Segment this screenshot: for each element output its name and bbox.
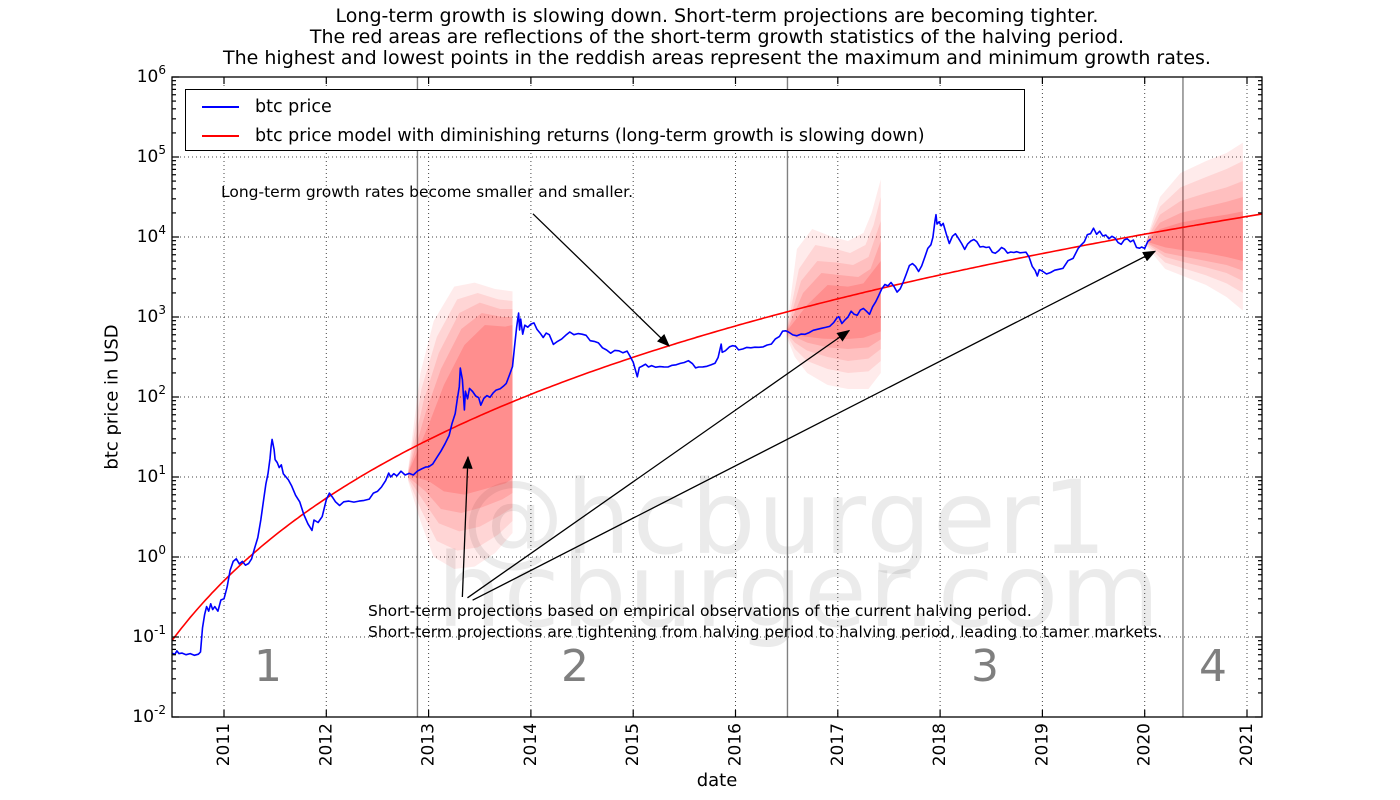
- legend-label-btc-price: btc price: [255, 96, 332, 117]
- annotation-short-term-projections: Short-term projections based on empirica…: [368, 601, 1162, 643]
- y-tick-label-10e2: 102: [137, 383, 166, 407]
- halving-period-label-2: 2: [561, 641, 589, 692]
- x-tick-label-2018: 2018: [930, 723, 950, 766]
- title-line-1: Long-term growth is slowing down. Short-…: [335, 5, 1099, 27]
- projection-fan-period-4-layer-3: [1146, 181, 1243, 281]
- legend-item-model: btc price model with diminishing returns…: [186, 121, 1024, 150]
- projection-fan-period-2-layer-5: [408, 325, 513, 495]
- x-tick-label-2014: 2014: [521, 723, 541, 766]
- short-term-projection-arrow-3: [472, 250, 1157, 601]
- legend-line-sample-blue: [202, 105, 239, 108]
- projection-fan-period-3-layer-2: [786, 197, 881, 373]
- y-tick-label-10e1: 101: [137, 463, 166, 487]
- halving-period-label-4: 4: [1199, 641, 1227, 692]
- y-tick-label-10e3: 103: [137, 303, 166, 327]
- legend-line-sample-red: [202, 134, 239, 137]
- short-term-projection-arrow-2: [467, 329, 851, 599]
- watermark-handle: @hcburger1: [462, 459, 1109, 578]
- halving-period-label-1: 1: [254, 641, 282, 692]
- halving-lines: [416, 77, 1184, 717]
- axis-ticks: [172, 76, 1262, 718]
- projection-fan-period-3-layer-1: [786, 179, 881, 389]
- halving-period-label-3: 3: [971, 641, 999, 692]
- y-tick-label-10e-1: 10-1: [132, 623, 166, 647]
- projection-fan-period-2-layer-3: [408, 302, 513, 532]
- y-tick-label-10e6: 106: [137, 63, 166, 87]
- x-tick-label-2015: 2015: [623, 723, 643, 766]
- x-tick-label-2019: 2019: [1032, 723, 1052, 766]
- x-tick-label-2012: 2012: [316, 723, 336, 766]
- annotation-short-term-line2: Short-term projections are tightening fr…: [368, 623, 1163, 641]
- y-tick-labels: 10-2 10-1 100 101 102 103 104 105 106: [132, 63, 166, 727]
- title-line-3: The highest and lowest points in the red…: [223, 47, 1211, 69]
- x-axis-title: date: [696, 770, 738, 791]
- legend: btc price btc price model with diminishi…: [185, 89, 1025, 151]
- short-term-projection-arrow-1: [461, 455, 473, 598]
- x-tick-label-2020: 2020: [1135, 723, 1155, 766]
- projection-fans: [408, 142, 1243, 569]
- projection-fan-period-4-layer-2: [1146, 161, 1243, 293]
- y-tick-label-10e-2: 10-2: [132, 703, 166, 727]
- model-line: [172, 213, 1262, 641]
- gridlines: [172, 77, 1262, 717]
- annotation-short-term-line1: Short-term projections based on empirica…: [368, 602, 1032, 620]
- projection-fan-period-4-layer-5: [1146, 211, 1243, 261]
- y-tick-label-10e4: 104: [137, 223, 166, 247]
- y-axis-title: btc price in USD: [101, 324, 123, 470]
- annotation-long-term-growth: Long-term growth rates become smaller an…: [221, 183, 634, 201]
- x-tick-label-2016: 2016: [726, 723, 746, 766]
- long-term-growth-arrow: [532, 213, 670, 347]
- x-tick-label-2017: 2017: [828, 723, 848, 766]
- title-line-2: The red areas are reflections of the sho…: [309, 26, 1125, 48]
- x-tick-label-2011: 2011: [214, 723, 234, 766]
- legend-item-btc-price: btc price: [186, 92, 1024, 121]
- projection-fan-period-3-layer-4: [786, 241, 881, 349]
- x-tick-label-2013: 2013: [419, 723, 439, 766]
- x-tick-label-2021: 2021: [1237, 723, 1257, 766]
- projection-fan-period-2-layer-2: [408, 293, 513, 551]
- chart-title: Long-term growth is slowing down. Short-…: [172, 6, 1262, 69]
- projection-fan-period-2-layer-1: [408, 282, 513, 569]
- projection-fan-period-4-layer-4: [1146, 197, 1243, 271]
- x-tick-labels: 2011 2012 2013 2014 2015 2016 2017 2018 2019 2020…: [214, 723, 1257, 766]
- projection-fan-period-3-layer-3: [786, 221, 881, 361]
- btc-price-line: [172, 213, 1152, 657]
- y-tick-label-10e0: 100: [137, 543, 166, 567]
- legend-label-model: btc price model with diminishing returns…: [255, 125, 925, 146]
- annotation-arrows: [461, 213, 1157, 601]
- y-tick-label-10e5: 105: [137, 143, 166, 167]
- projection-fan-period-4-layer-1: [1146, 142, 1243, 311]
